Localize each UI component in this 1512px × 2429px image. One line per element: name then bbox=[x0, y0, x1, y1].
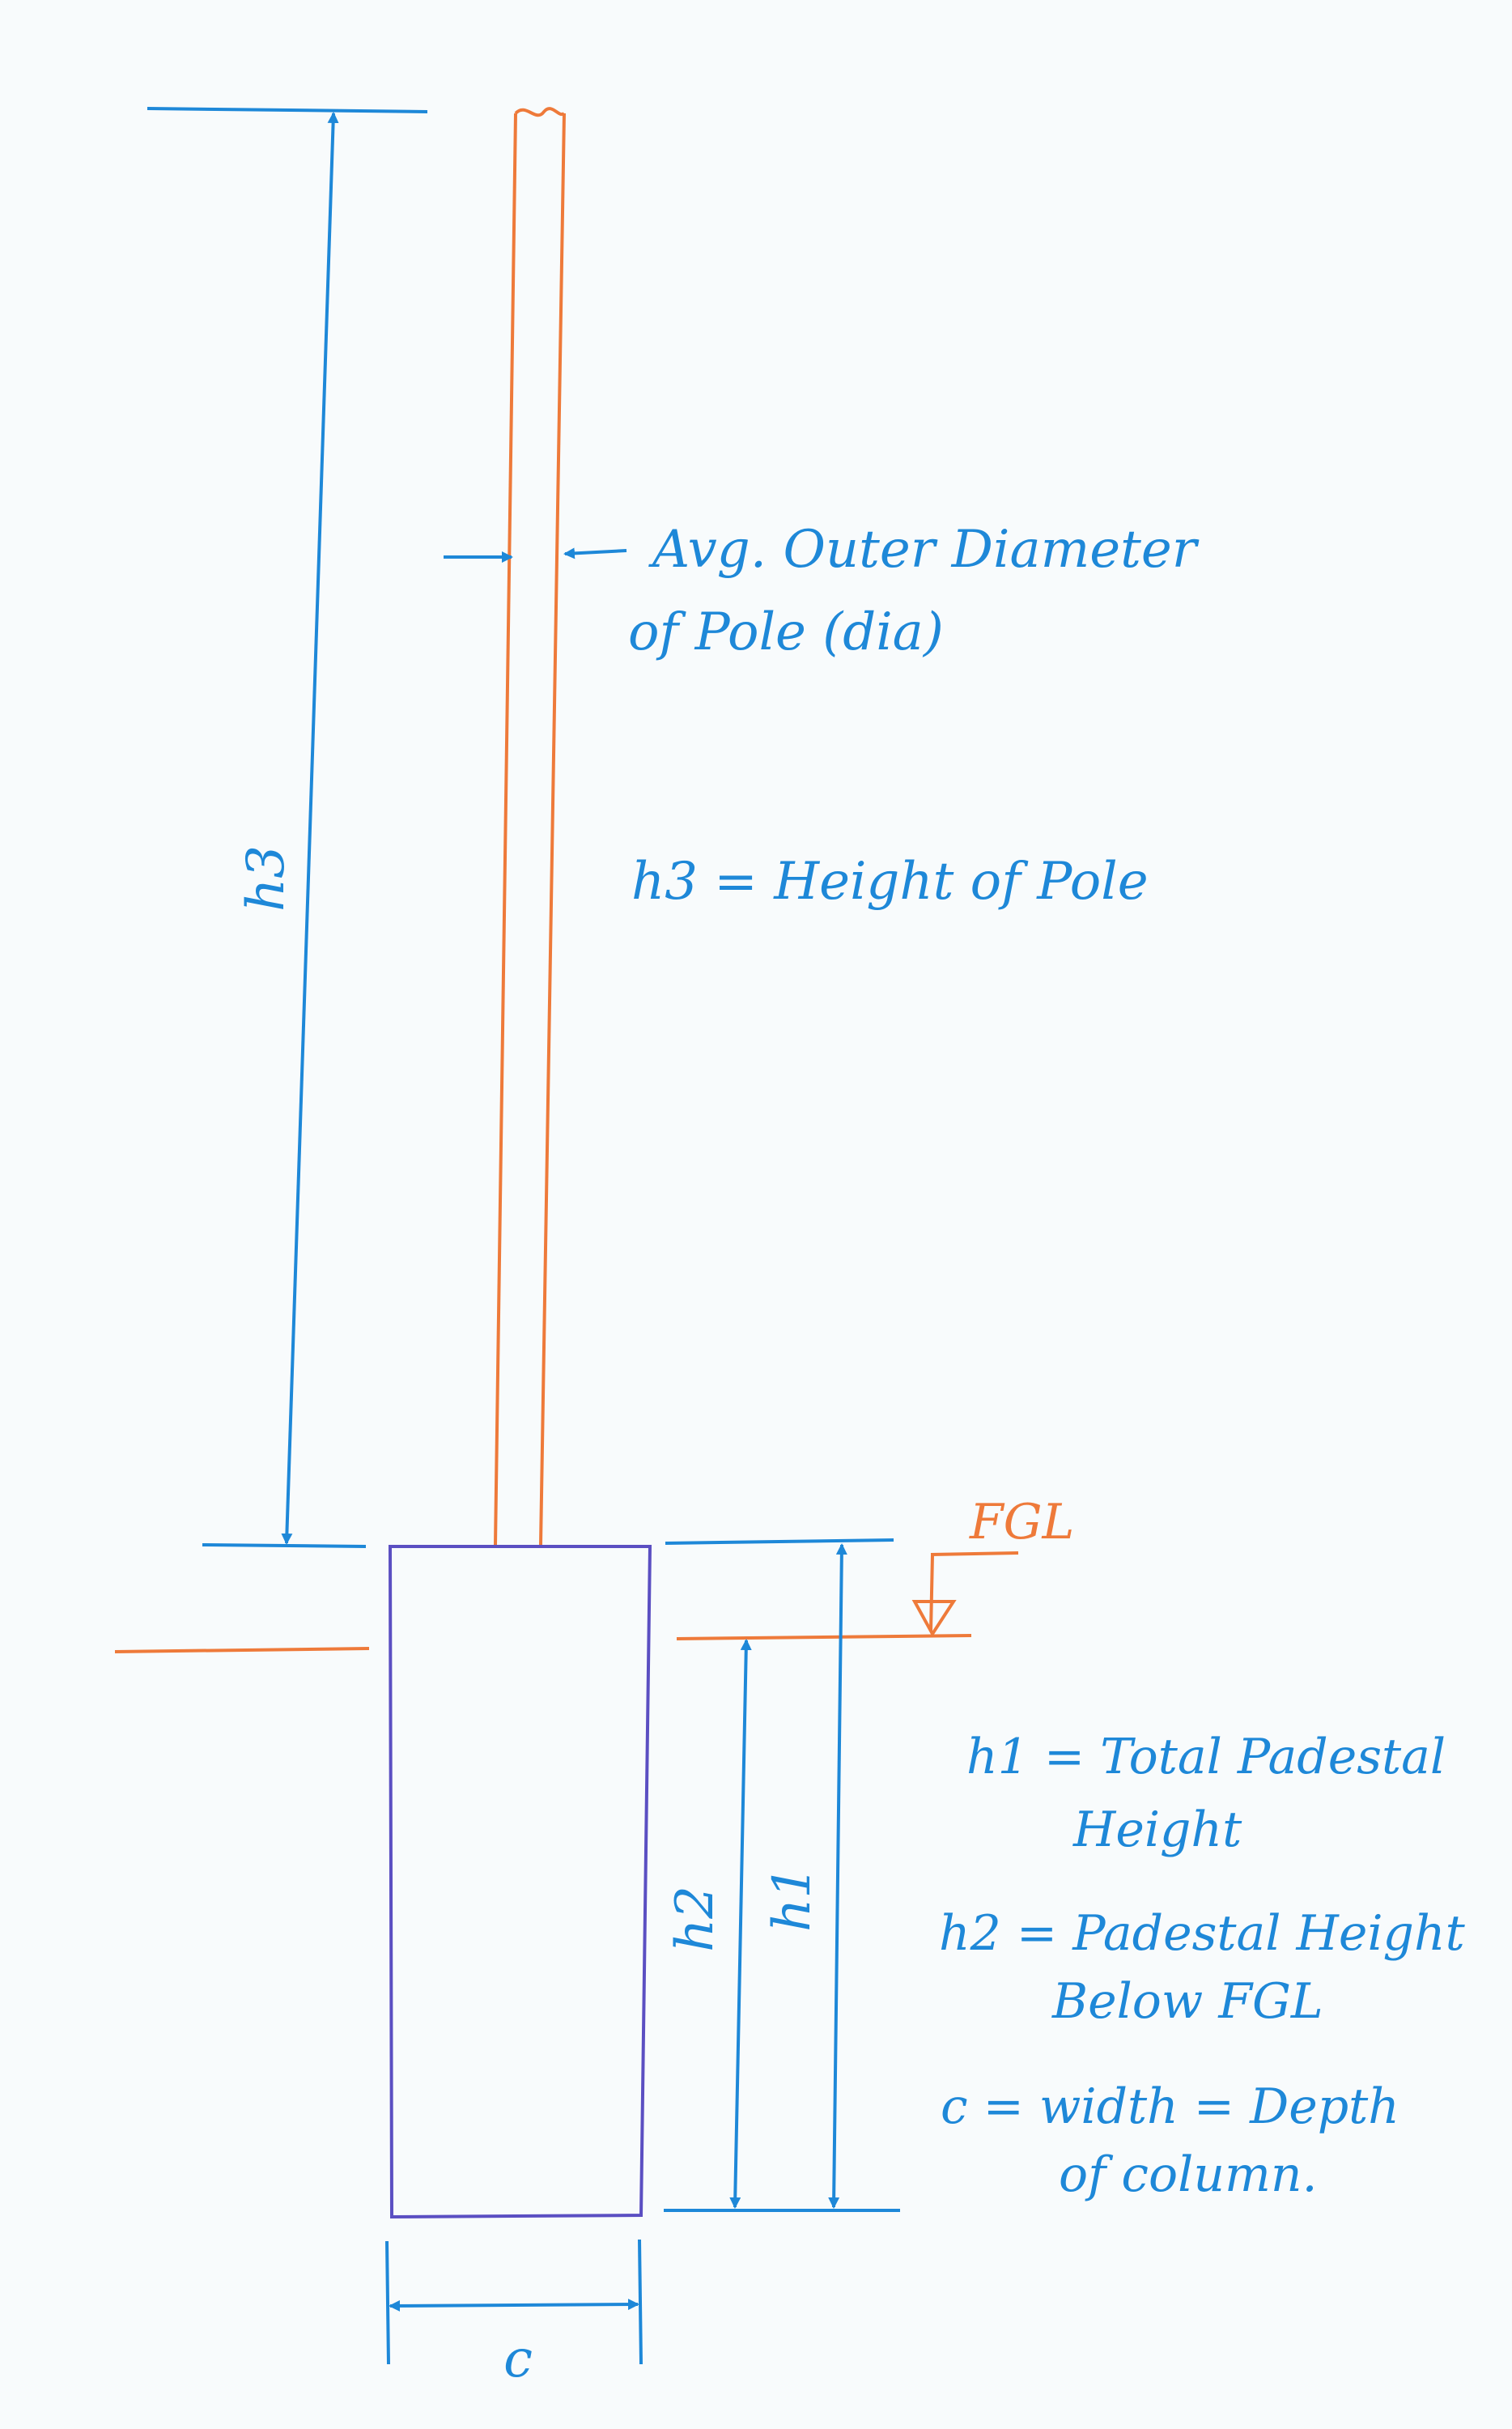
h2-dimension: h2 bbox=[665, 1639, 752, 2209]
h1-definition-line1: h1 = Total Padestal bbox=[966, 1729, 1446, 1785]
c-dimension-label: c bbox=[503, 2329, 533, 2389]
h3-definition: h3 = Height of Pole bbox=[631, 852, 1149, 912]
pedestal-column bbox=[388, 1545, 652, 2219]
h1-definition-line2: Height bbox=[1072, 1802, 1242, 1858]
h3-dimension-label: h3 bbox=[236, 845, 296, 912]
h1-dimension: h1 bbox=[664, 1538, 900, 2212]
pole bbox=[494, 107, 566, 1546]
diameter-indicator bbox=[444, 547, 627, 563]
c-definition-line1: c = width = Depth bbox=[941, 2078, 1399, 2135]
ground-level bbox=[114, 1634, 972, 1653]
fgl-marker bbox=[911, 1551, 1019, 1637]
pole-diameter-note-line1: Avg. Outer Diameter bbox=[648, 520, 1200, 580]
c-definition-line2: of column. bbox=[1059, 2146, 1318, 2203]
h2-definition-line1: h2 = Padestal Height bbox=[939, 1905, 1466, 1962]
pole-diameter-note-line2: of Pole (dia) bbox=[628, 602, 944, 662]
fgl-label: FGL bbox=[969, 1494, 1074, 1551]
h2-dimension-label: h2 bbox=[665, 1886, 725, 1952]
h1-dimension-label: h1 bbox=[762, 1865, 822, 1932]
h3-dimension: h3 bbox=[147, 107, 428, 1548]
c-dimension: c bbox=[385, 2239, 643, 2389]
h2-definition-line2: Below FGL bbox=[1051, 1973, 1323, 2030]
